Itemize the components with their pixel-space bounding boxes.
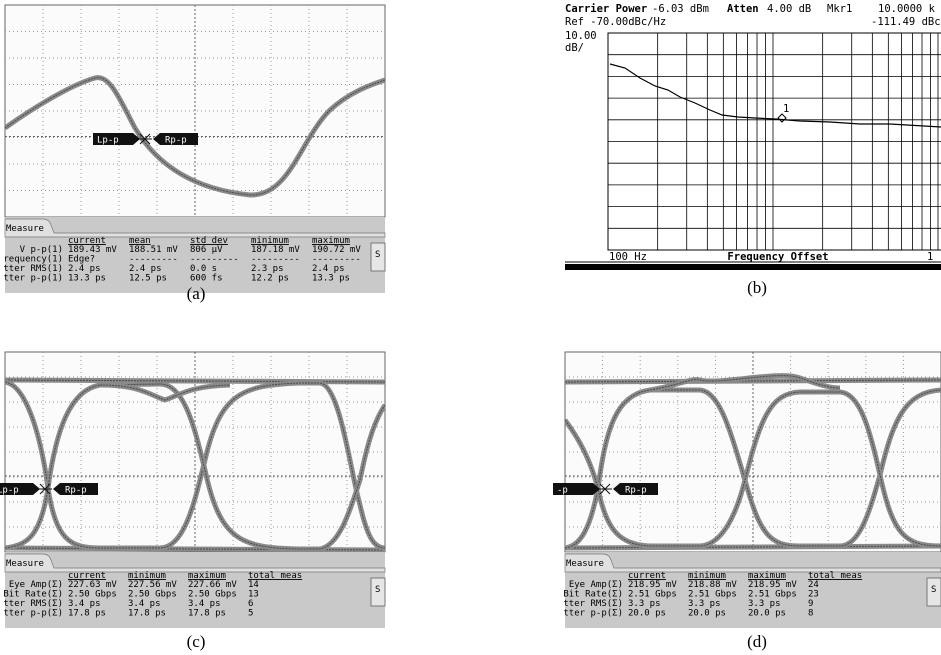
table-cell: 13	[248, 590, 259, 600]
table-cell: 806 µV	[190, 245, 223, 255]
measure-tab-label: Measure	[6, 224, 44, 234]
table-cell: 3.4 ps	[128, 599, 161, 609]
table-cell: 2.4 ps	[129, 264, 162, 274]
table-cell: ---------	[251, 255, 300, 265]
table-cell: 2.4 ps	[312, 264, 345, 274]
row-label: Eye Amp(Σ)	[569, 580, 623, 590]
row-label: tter RMS(Σ)	[3, 599, 63, 609]
table-cell: 3.3 ps	[748, 599, 781, 609]
table-cell: 2.3 ps	[251, 264, 284, 274]
scale: 10.00	[565, 30, 597, 42]
table-cell: 23	[808, 590, 819, 600]
table-cell: 187.18 mV	[251, 245, 300, 255]
caption: (a)	[187, 284, 206, 303]
table-cell: 17.8 ps	[68, 609, 106, 619]
side-button-label: S	[375, 585, 380, 595]
table-cell: 2.4 ps	[68, 264, 101, 274]
table-cell: 3.3 ps	[688, 599, 721, 609]
carrier-power: -6.03 dBm	[652, 3, 709, 15]
table-cell: 227.66 mV	[188, 580, 237, 590]
marker-label: Rp-p	[625, 486, 647, 496]
side-button-label: S	[375, 250, 380, 260]
table-cell: 17.8 ps	[128, 609, 166, 619]
table-cell: 600 fs	[190, 274, 223, 284]
row-label: tter p-p(Σ)	[563, 609, 623, 619]
table-cell: 190.72 mV	[312, 245, 361, 255]
marker-label: Lp-p	[97, 136, 119, 146]
x-start: 100 Hz	[609, 251, 647, 263]
row-label: tter p-p(1)	[3, 274, 63, 284]
row-label: Eye Amp(Σ)	[9, 580, 63, 590]
atten-label: Atten	[727, 3, 759, 15]
marker-id: 1	[783, 103, 789, 115]
table-cell: 3.4 ps	[188, 599, 221, 609]
row-label: V p-p(1)	[20, 245, 63, 255]
caption: (c)	[187, 632, 206, 651]
side-button-label: S	[931, 585, 936, 595]
table-cell: 13.3 ps	[312, 274, 350, 284]
scale-unit: dB/	[565, 42, 584, 54]
table-cell: 218.88 mV	[688, 580, 737, 590]
table-cell: 218.95 mV	[628, 580, 677, 590]
table-cell: 17.8 ps	[188, 609, 226, 619]
marker-label: Mkr1	[827, 3, 852, 15]
caption: (b)	[747, 278, 767, 297]
marker-value: -111.49 dBc/	[871, 16, 941, 28]
table-cell: 2.51 Gbps	[688, 590, 737, 600]
table-cell: 227.56 mV	[128, 580, 177, 590]
carrier-power-label: Carrier Power	[565, 3, 647, 15]
x-axis-label: Frequency Offset	[727, 251, 828, 263]
table-cell: 2.50 Gbps	[68, 590, 117, 600]
marker-label: Lp-p	[0, 486, 19, 496]
table-cell: 227.63 mV	[68, 580, 117, 590]
table-cell: 218.95 mV	[748, 580, 797, 590]
table-cell: 3.3 ps	[628, 599, 661, 609]
row-label: tter p-p(Σ)	[3, 609, 63, 619]
row-label: Bit Rate(Σ)	[3, 590, 63, 600]
reference-level: Ref -70.00dBc/Hz	[565, 16, 666, 28]
table-cell: 6	[248, 599, 253, 609]
marker-freq: 10.0000 k	[878, 3, 936, 15]
measure-tab-label: Measure	[6, 559, 44, 569]
row-label: tter RMS(1)	[3, 264, 63, 274]
status-bar	[565, 264, 941, 270]
row-label: tter RMS(Σ)	[563, 599, 623, 609]
table-cell: 189.43 mV	[68, 245, 117, 255]
table-cell: 14	[248, 580, 259, 590]
figure: Lp-pRp-pMeasureScurrentmeanstd devminimu…	[0, 0, 941, 655]
row-label: requency(1)	[3, 255, 63, 265]
caption: (d)	[747, 632, 767, 651]
table-cell: 12.5 ps	[129, 274, 167, 284]
table-cell: Edge?	[68, 255, 95, 265]
table-cell: ---------	[190, 255, 239, 265]
table-cell: 9	[808, 599, 813, 609]
table-cell: 5	[248, 609, 253, 619]
table-cell: 2.51 Gbps	[628, 590, 677, 600]
table-cell: 24	[808, 580, 819, 590]
x-end: 1 |	[927, 251, 941, 263]
table-cell: 188.51 mV	[129, 245, 178, 255]
marker-label: -p	[557, 486, 568, 496]
table-cell: 12.2 ps	[251, 274, 289, 284]
marker-label: Rp-p	[65, 486, 87, 496]
table-cell: 8	[808, 609, 813, 619]
table-cell: 20.0 ps	[748, 609, 786, 619]
table-cell: 2.51 Gbps	[748, 590, 797, 600]
table-cell: 20.0 ps	[628, 609, 666, 619]
table-cell: ---------	[129, 255, 178, 265]
table-cell: 2.50 Gbps	[128, 590, 177, 600]
table-cell: 2.50 Gbps	[188, 590, 237, 600]
table-cell: 3.4 ps	[68, 599, 101, 609]
marker-label: Rp-p	[165, 136, 187, 146]
measure-tab-label: Measure	[566, 559, 604, 569]
table-cell: ---------	[312, 255, 361, 265]
atten: 4.00 dB	[767, 3, 811, 15]
row-label: Bit Rate(Σ)	[563, 590, 623, 600]
table-cell: 13.3 ps	[68, 274, 106, 284]
table-cell: 0.0 s	[190, 264, 217, 274]
table-cell: 20.0 ps	[688, 609, 726, 619]
